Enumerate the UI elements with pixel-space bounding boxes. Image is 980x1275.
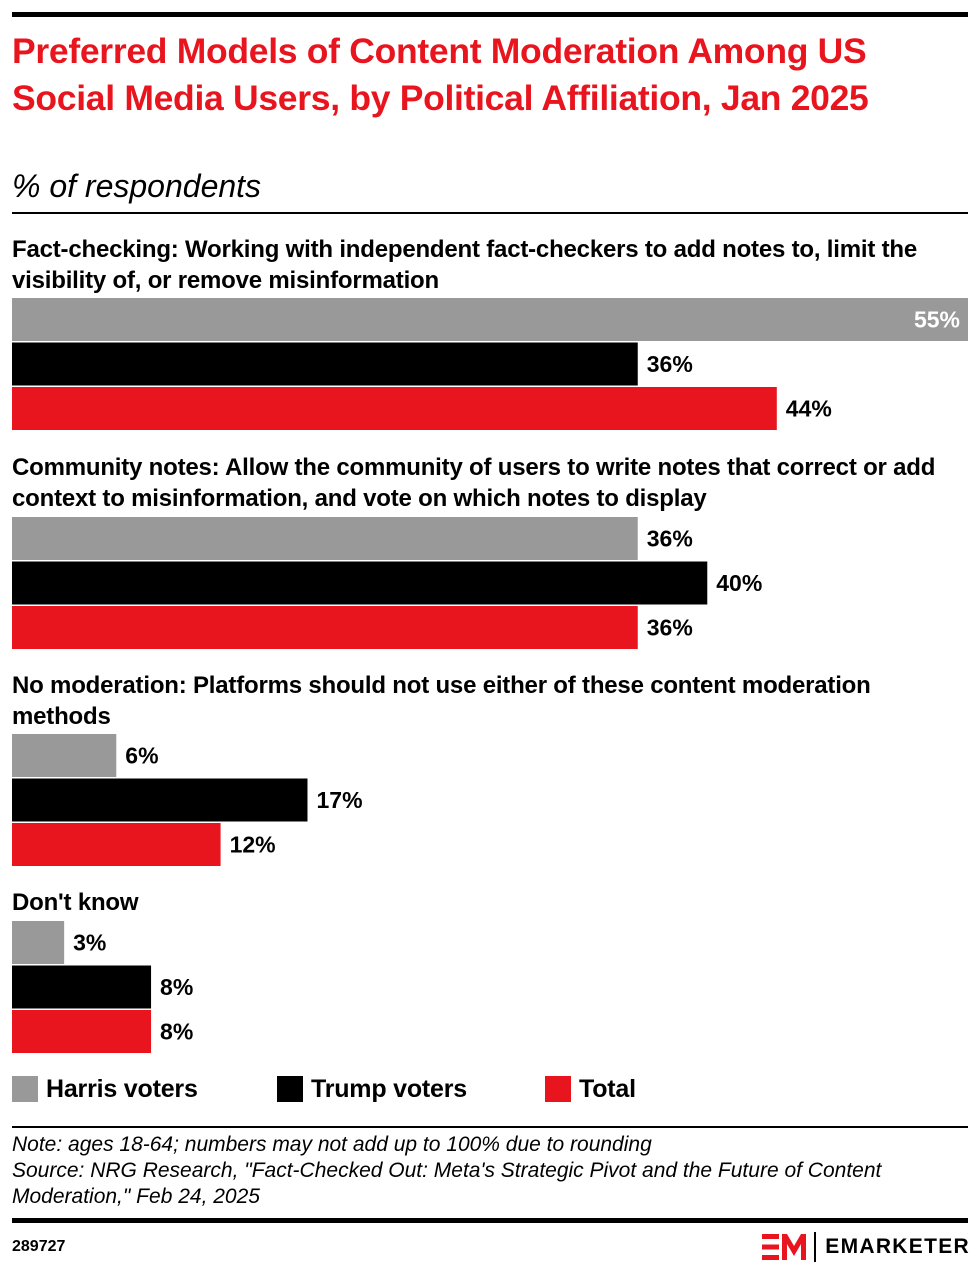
- bar-total-group-3: [12, 823, 221, 866]
- data-label-trump-group-2: 40%: [716, 570, 762, 596]
- em-logo-icon: [762, 1234, 807, 1260]
- legend-item-trump: Trump voters: [277, 1072, 467, 1106]
- chart-subtitle: % of respondents: [12, 168, 262, 204]
- bar-trump-group-3: [12, 778, 308, 822]
- legend-item-total: Total: [545, 1072, 636, 1106]
- chart-id: 289727: [12, 1238, 66, 1255]
- data-label-trump-group-1: 36%: [647, 351, 693, 377]
- bar-harris-group-2: [12, 517, 638, 560]
- data-label-harris-group-4: 3%: [73, 930, 106, 956]
- legend: Harris voters Trump voters Total: [12, 1072, 972, 1106]
- note-text: Note: ages 18-64; numbers may not add up…: [12, 1133, 652, 1156]
- data-label-total-group-3: 12%: [230, 832, 276, 858]
- legend-label-total: Total: [579, 1074, 636, 1103]
- bar-harris-group-4: [12, 921, 65, 964]
- data-label-harris-group-3: 6%: [125, 743, 158, 769]
- bar-total-group-4: [12, 1010, 152, 1053]
- title-rule: [12, 212, 968, 214]
- emarketer-logo: EMARKETER: [762, 1231, 970, 1263]
- category-label-community-notes: Community notes: Allow the community of …: [12, 454, 936, 512]
- bar-harris-group-3: [12, 734, 117, 777]
- legend-swatch-trump: [277, 1076, 303, 1102]
- legend-swatch-total: [545, 1076, 571, 1102]
- source-text: Source: NRG Research, "Fact-Checked Out:…: [12, 1159, 882, 1208]
- bar-harris-group-1: [12, 298, 968, 341]
- legend-label-trump: Trump voters: [311, 1074, 467, 1103]
- bar-total-group-1: [12, 387, 777, 430]
- legend-rule: [12, 1126, 968, 1128]
- data-label-harris-group-1: 55%: [914, 307, 960, 333]
- legend-swatch-harris: [12, 1076, 38, 1102]
- legend-item-harris: Harris voters: [12, 1072, 198, 1106]
- bar-chart: 55% 36% 44% 36% 40% 36% 6% 17% 12% 3% 8% 8%: [12, 298, 968, 1053]
- data-label-total-group-1: 44%: [786, 396, 832, 422]
- bar-total-group-2: [12, 606, 638, 649]
- chart-title: Preferred Models of Content Moderation A…: [12, 31, 869, 118]
- footnote: Note: ages 18-64; numbers may not add up…: [12, 1132, 962, 1210]
- data-label-trump-group-4: 8%: [160, 974, 193, 1000]
- data-label-total-group-4: 8%: [160, 1019, 193, 1045]
- footer-rule: [12, 1218, 968, 1223]
- bar-trump-group-2: [12, 561, 708, 605]
- legend-label-harris: Harris voters: [46, 1074, 198, 1103]
- brand-wordmark: EMARKETER: [825, 1235, 970, 1258]
- category-label-dont-know: Don't know: [12, 889, 139, 916]
- bar-trump-group-1: [12, 342, 638, 386]
- logo-separator: [814, 1232, 817, 1262]
- category-label-fact-checking: Fact-checking: Working with independent …: [12, 236, 918, 294]
- data-label-harris-group-2: 36%: [647, 526, 693, 552]
- bar-trump-group-4: [12, 965, 152, 1009]
- data-label-total-group-2: 36%: [647, 615, 693, 641]
- category-label-no-moderation: No moderation: Platforms should not use …: [12, 672, 871, 730]
- top-rule: [12, 12, 968, 17]
- data-label-trump-group-3: 17%: [316, 787, 362, 813]
